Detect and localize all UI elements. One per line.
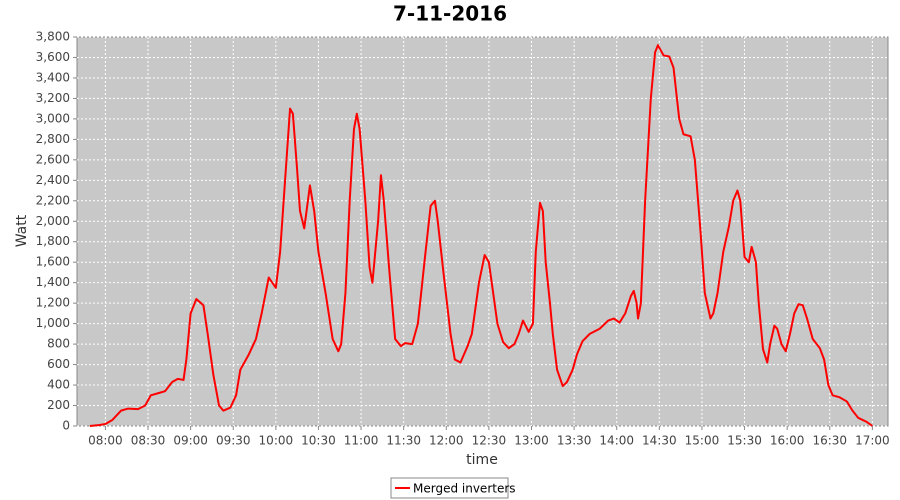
- x-tick-label: 16:00: [770, 434, 805, 448]
- x-tick-label: 08:30: [131, 434, 166, 448]
- y-tick-label: 2,400: [36, 173, 70, 187]
- y-tick-label: 3,800: [36, 30, 70, 44]
- plot-area: [76, 36, 889, 427]
- y-tick-label: 3,000: [36, 111, 70, 125]
- y-tick-label: 3,200: [36, 91, 70, 105]
- x-tick-label: 10:00: [259, 434, 294, 448]
- x-tick-label: 16:30: [812, 434, 847, 448]
- y-tick-label: 600: [47, 357, 70, 371]
- y-tick-label: 0: [62, 419, 70, 433]
- x-tick-label: 11:00: [344, 434, 379, 448]
- y-tick-label: 1,200: [36, 296, 70, 310]
- x-tick-label: 08:00: [88, 434, 123, 448]
- y-tick-label: 1,600: [36, 255, 70, 269]
- y-tick-label: 200: [47, 398, 70, 412]
- x-tick-label: 13:00: [514, 434, 549, 448]
- y-tick-label: 1,000: [36, 316, 70, 330]
- chart-title: 7-11-2016: [393, 2, 507, 26]
- x-tick-label: 12:00: [429, 434, 464, 448]
- y-tick-label: 2,200: [36, 193, 70, 207]
- x-tick-label: 15:00: [685, 434, 720, 448]
- y-tick-label: 1,400: [36, 275, 70, 289]
- x-tick-label: 09:30: [216, 434, 251, 448]
- y-tick-label: 2,600: [36, 152, 70, 166]
- y-tick-label: 2,000: [36, 214, 70, 228]
- x-tick-label: 14:00: [599, 434, 634, 448]
- y-tick-label: 2,800: [36, 132, 70, 146]
- y-tick-label: 400: [47, 378, 70, 392]
- x-tick-label: 15:30: [727, 434, 762, 448]
- x-tick-label: 14:30: [642, 434, 677, 448]
- x-tick-label: 09:00: [173, 434, 208, 448]
- y-axis-label: Watt: [14, 214, 30, 247]
- y-tick-label: 3,400: [36, 70, 70, 84]
- x-tick-label: 10:30: [301, 434, 336, 448]
- series-line: [89, 44, 873, 427]
- y-tick-label: 800: [47, 337, 70, 351]
- x-tick-label: 11:30: [386, 434, 421, 448]
- y-tick-label: 1,800: [36, 234, 70, 248]
- legend: [390, 477, 509, 499]
- x-tick-label: 17:00: [855, 434, 890, 448]
- legend-label: Merged inverters: [413, 482, 516, 496]
- x-axis-label: time: [466, 452, 498, 468]
- y-tick-label: 3,600: [36, 50, 70, 64]
- x-tick-label: 13:30: [557, 434, 592, 448]
- x-tick-label: 12:30: [472, 434, 507, 448]
